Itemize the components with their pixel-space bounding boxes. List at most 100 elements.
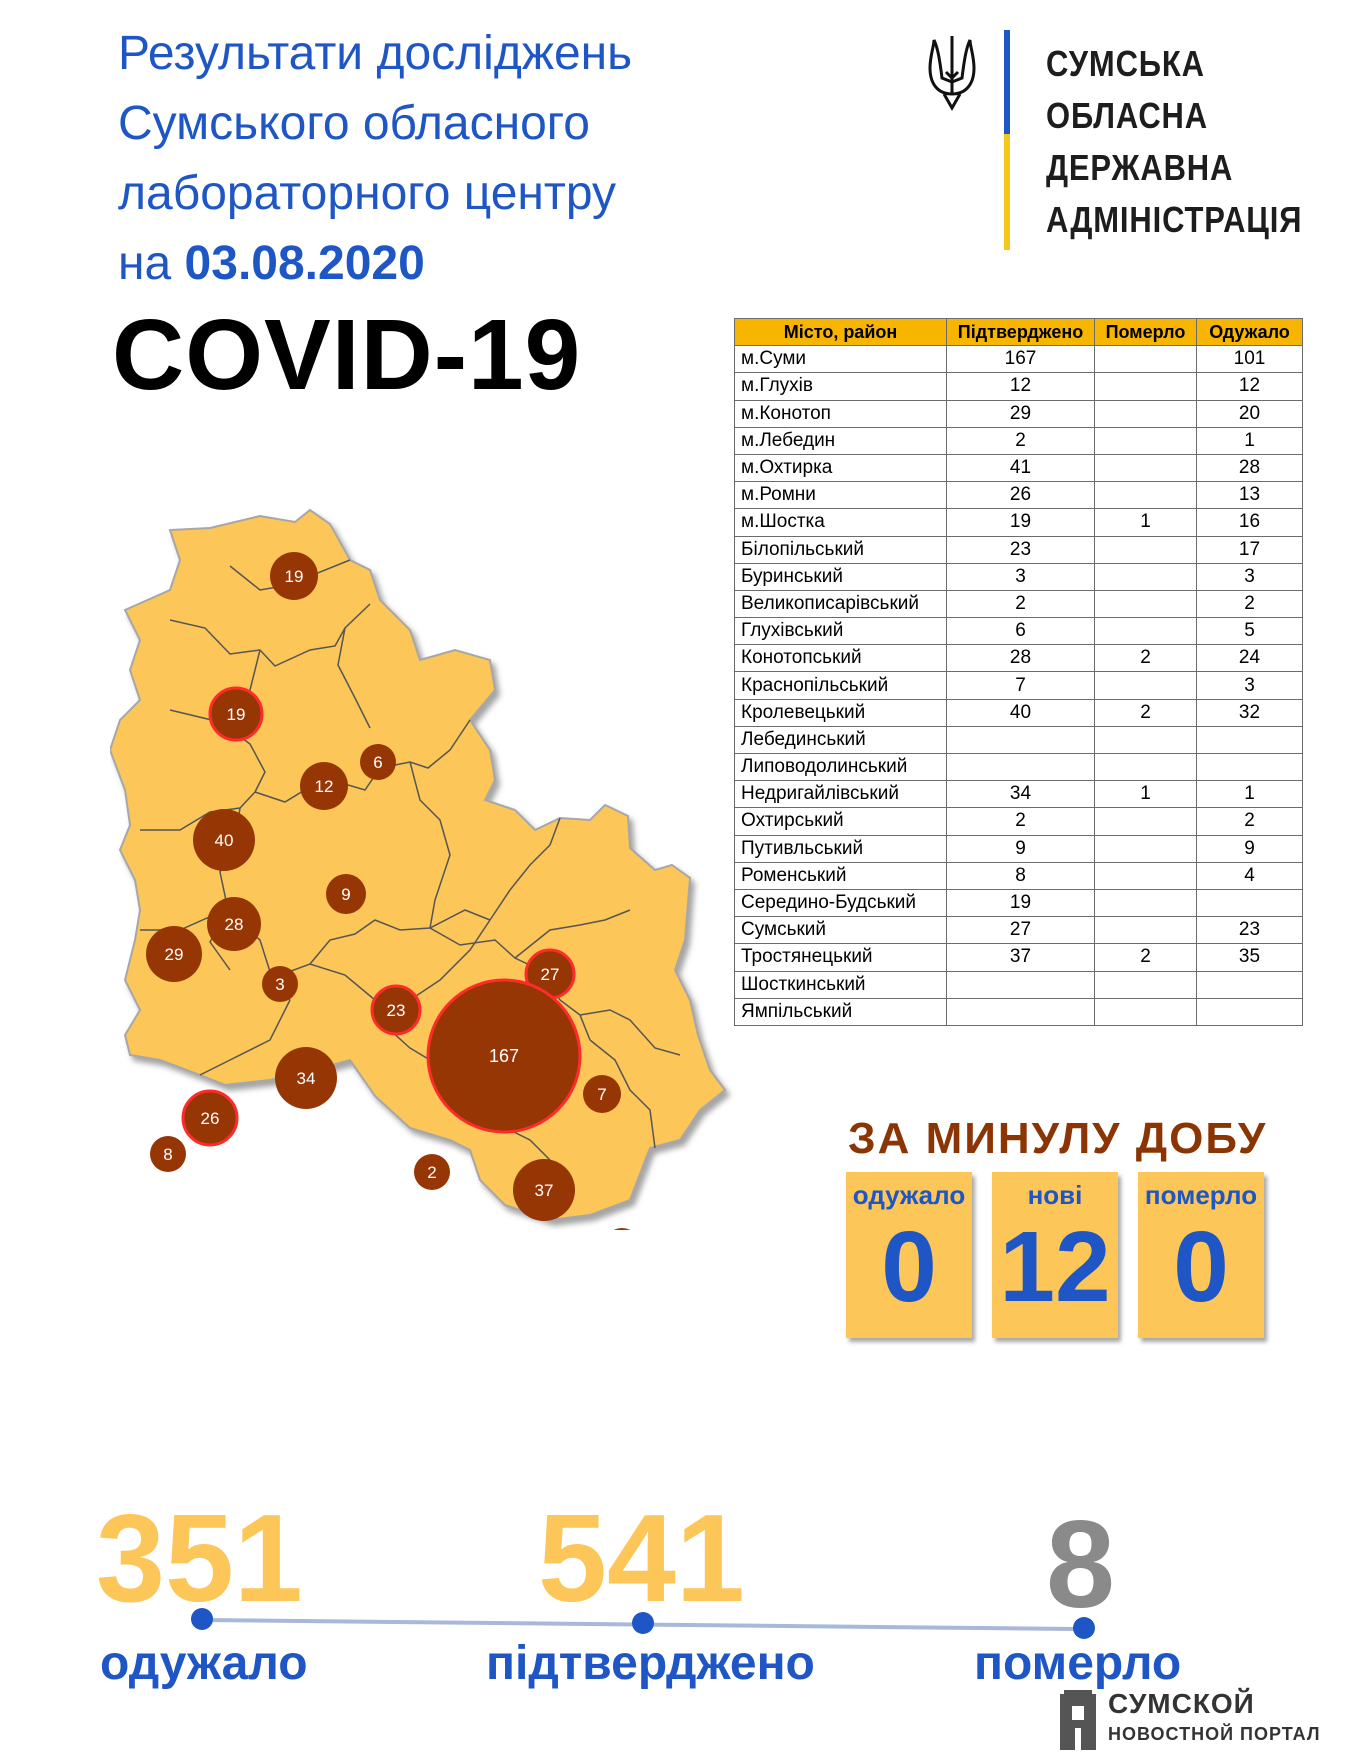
case-bubble-circle [262,966,298,1002]
daily-died-value: 0 [1173,1211,1229,1323]
cell-city: Охтирський [734,807,947,836]
daily-recovered-box: одужало 0 [846,1172,972,1338]
cell-recovered [1196,725,1303,755]
table-row: Охтирський 2 2 [734,807,1303,836]
cell-recovered: 12 [1196,372,1303,401]
table-row: м.Лебедин 2 1 [734,426,1303,455]
title-line-1: Результати досліджень [118,27,633,80]
cell-confirmed [946,752,1095,782]
case-bubble-label: 8 [163,1145,172,1164]
cell-died [1094,617,1197,646]
case-bubble-label: 3 [275,975,284,994]
table-row: Буринський 3 3 [734,562,1303,591]
case-bubble-circle [207,897,261,951]
daily-recovered-label: одужало [852,1180,966,1210]
daily-new-box: нові 12 [992,1172,1118,1338]
daily-died-label: померло [1144,1180,1258,1210]
col-header-city: Місто, район [734,317,947,347]
cell-confirmed: 167 [946,345,1095,374]
cell-city: Роменський [734,861,947,890]
daily-new-value: 12 [999,1211,1111,1323]
daily-new-label: нові [1027,1180,1083,1210]
cell-confirmed: 2 [946,426,1095,455]
cell-city: м.Суми [734,345,947,374]
col-header-died: Померло [1094,317,1197,347]
cell-city: Сумський [734,916,947,945]
case-bubble: 26 [181,1089,239,1147]
cell-confirmed: 19 [946,508,1095,537]
cell-died [1094,916,1197,945]
case-bubble-label: 12 [315,777,334,796]
title-line-2: Сумського обласного [118,97,590,150]
cell-died [1094,807,1197,836]
admin-line-2: ОБЛАСНА [1046,95,1208,136]
cell-confirmed: 28 [946,644,1095,673]
case-bubble-label: 6 [373,753,382,772]
cell-died [1094,372,1197,401]
cell-city: Середино-Будський [734,888,947,918]
case-bubbles-layer: 19196124092829327231673472682372412 [146,552,631,1230]
table-row: м.Охтирка 41 28 [734,453,1303,483]
admin-line-4: АДМІНІСТРАЦІЯ [1046,199,1303,240]
table-row: м.Суми 167 101 [734,345,1303,374]
table-row: Краснопільський 7 3 [734,671,1303,700]
table-row: Кролевецький 40 2 32 [734,698,1303,727]
cell-city: м.Конотоп [734,399,947,428]
cell-died [1094,671,1197,700]
cell-confirmed [946,725,1095,755]
cell-died [1094,345,1197,374]
cell-recovered: 20 [1196,399,1303,428]
total-confirmed-label: підтверджено [486,1637,815,1690]
cell-recovered: 3 [1196,671,1303,700]
portal-subtitle: НОВОСТНОЙ ПОРТАЛ [1108,1724,1321,1744]
case-bubble-circle [146,926,202,982]
cell-confirmed: 40 [946,698,1095,727]
case-bubble-circle [513,1159,575,1221]
table-row: м.Глухів 12 12 [734,372,1303,401]
cell-confirmed: 6 [946,617,1095,646]
cell-recovered: 28 [1196,453,1303,483]
case-bubble-circle [193,809,255,871]
cell-city: м.Глухів [734,372,947,401]
cell-confirmed: 26 [946,481,1095,510]
case-bubble-label: 19 [227,705,246,724]
cell-died [1094,426,1197,455]
cell-recovered: 23 [1196,916,1303,945]
daily-recovered-value: 0 [881,1211,937,1323]
cell-died [1094,481,1197,510]
case-bubble: 8 [150,1136,186,1172]
timeline-dot-died [1073,1617,1095,1639]
daily-heading: ЗА МИНУЛУ ДОБУ [848,1114,1268,1163]
cell-recovered: 3 [1196,562,1303,591]
daily-died-box: померло 0 [1138,1172,1264,1338]
case-bubble-circle [583,1075,621,1113]
cell-city: м.Ромни [734,481,947,510]
cell-city: м.Охтирка [734,453,947,483]
case-bubble-circle [275,1047,337,1109]
cell-recovered: 101 [1196,345,1303,374]
cell-died [1094,752,1197,782]
case-bubble-label: 167 [489,1046,519,1066]
timeline-dot-recovered [191,1608,213,1630]
cell-died: 2 [1094,644,1197,673]
case-bubble: 19 [208,686,264,742]
cell-confirmed: 27 [946,916,1095,945]
cell-recovered [1196,997,1303,1026]
cell-died [1094,535,1197,564]
cell-confirmed: 3 [946,562,1095,591]
cell-city: Великописарівський [734,589,947,619]
case-bubble: 40 [193,809,255,871]
portal-name: СУМСКОЙ [1108,1688,1255,1719]
cell-recovered: 4 [1196,861,1303,890]
report-date: 03.08.2020 [184,237,425,290]
cell-recovered: 1 [1196,426,1303,455]
case-bubble-circle [150,1136,186,1172]
table-row: Тростянецький 37 2 35 [734,943,1303,972]
cell-died [1094,834,1197,863]
case-bubble-circle [208,686,264,742]
cell-recovered: 13 [1196,481,1303,510]
cell-city: Недригайлівський [734,780,947,809]
admin-line-3: ДЕРЖАВНА [1046,147,1234,188]
case-bubble: 9 [326,874,366,914]
case-bubble: 34 [275,1047,337,1109]
